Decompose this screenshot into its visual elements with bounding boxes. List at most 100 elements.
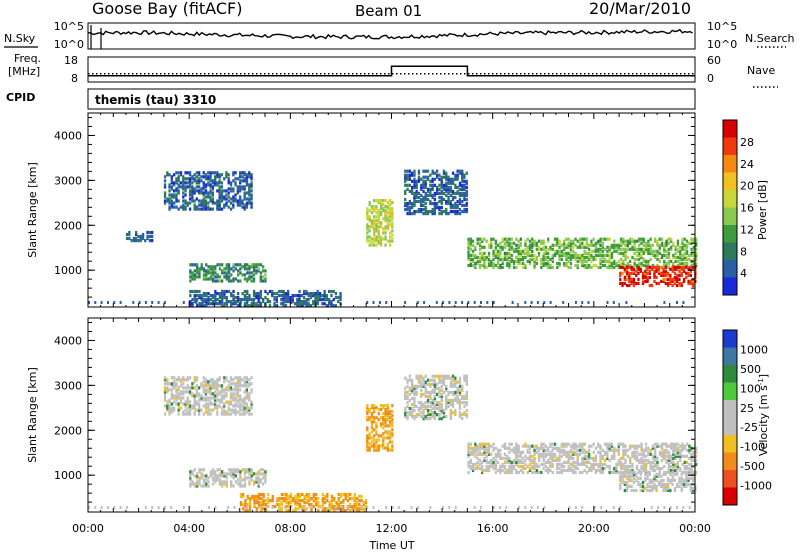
power-cell [205,298,208,302]
velocity-cell [245,394,249,398]
power-cell [411,171,414,175]
power-cell [617,243,620,247]
power-cell [391,223,394,227]
power-cell [590,255,593,259]
velocity-cell [467,464,470,468]
power-cell [211,191,214,195]
power-cell [449,201,452,206]
velocity-cell [454,384,457,388]
power-cell [471,257,475,261]
velocity-cell [243,380,246,384]
power-cell [404,169,407,173]
velocity-cell [626,488,629,493]
velocity-cell [255,499,258,503]
velocity-cell [613,468,616,473]
power-cell [429,189,432,193]
power-cell [644,271,647,275]
power-cell [368,225,371,229]
velocity-cell [406,415,409,419]
velocity-cell [310,497,313,501]
velocity-cell [373,428,376,432]
power-cell [225,263,228,267]
power-cell [200,179,203,183]
power-cell [663,253,666,257]
velocity-cell [417,376,421,380]
power-cell [370,219,374,223]
velocity-cell [672,442,675,446]
power-cell [664,269,667,273]
power-cell [515,265,518,270]
velocity-cell [267,499,270,503]
power-cell [200,201,203,205]
power-cell [413,201,416,206]
power-cell [239,173,242,177]
velocity-cell [429,384,432,388]
power-cell [218,175,221,179]
power-cell [667,241,670,245]
noise-series-line [87,28,693,40]
velocity-cell [204,404,208,408]
velocity-cell [445,398,448,402]
velocity-cell [326,492,329,497]
velocity-cell [246,509,249,513]
velocity-cell [445,406,448,411]
power-cell [305,300,308,304]
velocity-cell [458,398,462,402]
power-cell [690,247,693,251]
power-cell [656,253,659,257]
velocity-cell [619,478,622,482]
velocity-cell [657,480,661,484]
power-cell [447,212,450,216]
power-cell [629,239,632,243]
velocity-cell [382,422,385,426]
velocity-cell [670,444,673,448]
power-cell [674,251,677,255]
power-cell [681,241,684,245]
velocity-cell [662,484,665,488]
power-cell [323,289,326,294]
power-cell [490,259,493,263]
power-cell [209,173,212,177]
velocity-cell [175,388,178,392]
power-cell [644,261,648,266]
velocity-cell [517,470,520,475]
velocity-cell [454,392,457,396]
power-cell [560,251,563,255]
velocity-cell [655,472,658,476]
velocity-cell [214,384,217,388]
power-cell [599,237,602,241]
power-cell [445,212,448,216]
velocity-cell [656,466,659,471]
power-cell [542,251,545,255]
velocity-cell [695,458,698,462]
velocity-cell [248,384,251,388]
power-cell [447,177,450,181]
power-cell [243,298,247,302]
power-cell [651,263,655,268]
velocity-cell [551,442,554,446]
power-cell [647,261,650,266]
velocity-cell [391,446,394,450]
power-cell [463,173,466,177]
velocity-cell [330,507,334,511]
power-cell [633,261,636,266]
velocity-cell [308,494,311,499]
velocity-cell [182,390,185,394]
velocity-cell [664,484,667,488]
velocity-cell [296,501,299,505]
velocity-cell [438,394,441,398]
power-cell [594,253,598,257]
velocity-cell [337,507,340,511]
power-cell [404,189,407,193]
power-cell [681,239,684,243]
power-cell [264,296,267,300]
velocity-cell [429,408,432,413]
power-cell [463,187,466,191]
velocity-cell [606,464,609,468]
velocity-cell [563,464,566,468]
power-cell [567,245,570,249]
velocity-cell [230,474,233,478]
velocity-cell [248,470,251,474]
power-cell [619,257,623,261]
